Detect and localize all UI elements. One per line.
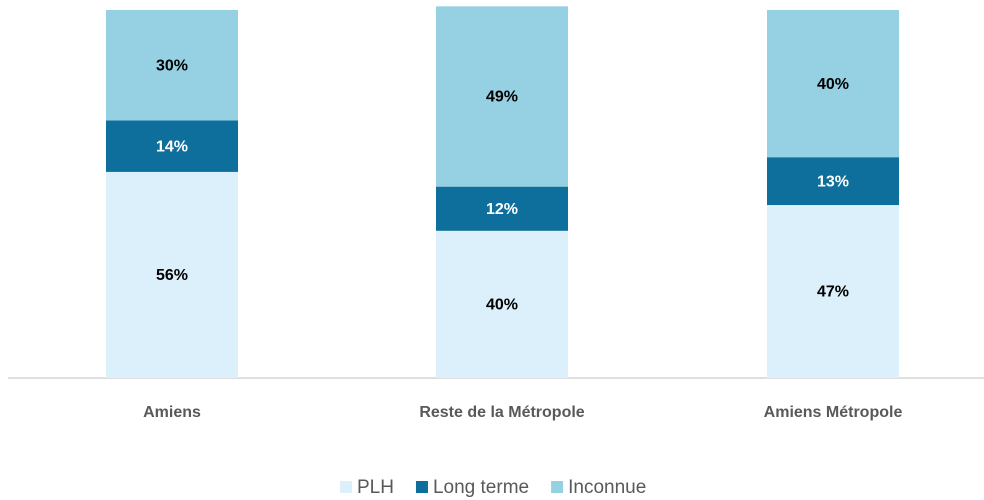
value-label: 40% <box>817 76 849 93</box>
bar-segment <box>436 6 568 187</box>
legend-swatch <box>551 481 564 493</box>
x-tick-label: Amiens <box>143 404 201 421</box>
bar-segment <box>436 230 568 378</box>
value-label: 40% <box>486 297 518 314</box>
bar-segment <box>436 186 568 231</box>
legend-label: Inconnue <box>568 477 646 498</box>
value-label: 49% <box>486 89 518 106</box>
bar-segment <box>767 10 899 158</box>
legend-label: Long terme <box>433 477 529 498</box>
value-label: 14% <box>156 138 188 155</box>
value-label: 13% <box>817 173 849 190</box>
bar-segment <box>767 157 899 206</box>
x-tick-label: Amiens Métropole <box>764 404 903 421</box>
value-label: 12% <box>486 201 518 218</box>
x-tick-label: Reste de la Métropole <box>419 404 584 421</box>
legend-label: PLH <box>357 477 394 498</box>
legend-swatch <box>415 481 428 493</box>
value-label: 47% <box>817 284 849 301</box>
bar-segment <box>106 120 238 172</box>
value-label: 30% <box>156 57 188 74</box>
bar-segment <box>767 205 899 378</box>
bar-segment <box>106 10 238 121</box>
bar-segment <box>106 171 238 378</box>
legend-swatch <box>340 481 352 493</box>
value-label: 56% <box>156 267 188 284</box>
